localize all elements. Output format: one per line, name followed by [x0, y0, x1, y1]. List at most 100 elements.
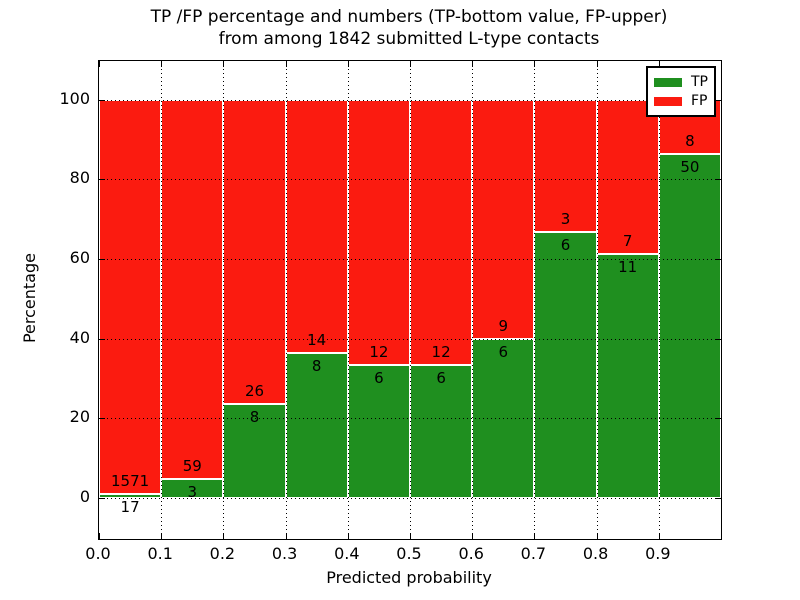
bar-segment-fp — [347, 99, 410, 366]
x-tick-mark-top — [658, 61, 660, 67]
bar-segment-tp — [223, 404, 286, 498]
bar-label-fp: 1571 — [111, 471, 150, 490]
x-tick-label: 0.8 — [582, 544, 609, 563]
x-tick-label: 0.5 — [396, 544, 422, 563]
bar-segment-fp — [285, 99, 348, 354]
x-tick-mark — [472, 533, 474, 539]
y-tick-mark-right — [715, 498, 721, 499]
x-tick-mark-top — [223, 61, 225, 67]
y-tick-mark — [99, 418, 105, 420]
bar-segment-tp — [658, 154, 721, 498]
bar-segment-fp — [161, 99, 224, 479]
bar-label-fp: 12 — [431, 343, 451, 362]
x-tick-mark-top — [99, 61, 100, 67]
y-tick-mark-right — [715, 258, 721, 260]
bar-label-fp: 3 — [560, 210, 571, 229]
x-tick-mark-top — [347, 61, 349, 67]
y-axis-label: Percentage — [20, 253, 39, 344]
gridline-vertical — [410, 61, 411, 539]
bar-label-fp: 7 — [622, 232, 633, 251]
gridline-horizontal — [99, 179, 721, 181]
x-tick-mark — [285, 533, 287, 539]
gridline-horizontal — [99, 258, 721, 260]
bar-label-tp: 11 — [618, 258, 638, 277]
x-tick-mark — [99, 533, 100, 539]
bar-segment-tp — [285, 353, 348, 498]
bar-segment-tp — [99, 493, 162, 498]
bar-label-tp: 6 — [374, 369, 384, 388]
bar-segment-fp — [223, 99, 286, 405]
bar-label-fp: 59 — [182, 456, 202, 475]
gridline-horizontal — [99, 498, 721, 499]
bar-label-fp: 8 — [685, 132, 695, 151]
gridline-vertical — [223, 61, 225, 539]
y-tick-mark-right — [715, 179, 721, 181]
gridline-vertical — [161, 61, 163, 539]
gridline-horizontal — [99, 338, 721, 340]
bar-label-tp: 6 — [560, 236, 571, 255]
bar-label-fp: 14 — [307, 331, 327, 350]
x-axis-label: Predicted probability — [326, 568, 492, 587]
gridline-vertical — [285, 61, 287, 539]
y-tick-mark — [99, 179, 105, 181]
gridline-vertical — [658, 61, 660, 539]
bar-segment-tp — [596, 254, 659, 498]
bar-label-fp: 12 — [369, 343, 389, 362]
y-tick-label: 40 — [69, 327, 90, 347]
x-tick-label: 0.1 — [147, 544, 173, 563]
y-tick-mark — [99, 498, 105, 499]
gridline-vertical — [534, 61, 536, 539]
x-tick-label: 0.4 — [334, 544, 360, 563]
y-tick-mark-right — [715, 418, 721, 420]
y-tick-mark — [99, 258, 105, 260]
y-tick-mark — [99, 338, 105, 340]
bar-segment-fp — [410, 99, 473, 366]
x-tick-mark-top — [410, 61, 411, 67]
y-tick-label: 100 — [59, 88, 90, 108]
x-tick-mark-top — [534, 61, 536, 67]
x-tick-mark — [347, 533, 349, 539]
x-tick-mark-top — [596, 61, 598, 67]
bar-label-tp: 17 — [120, 497, 140, 516]
bar-segment-tp — [534, 232, 597, 498]
y-tick-mark-right — [715, 338, 721, 340]
bar-label-fp: 9 — [498, 316, 509, 335]
tp-legend-swatch — [654, 78, 682, 87]
plot-area: 1571 17 59 3 26 8 14 8 12 6 12 6 9 6 3 6 7 11 8 50 — [98, 60, 722, 540]
bar-label-fp: 26 — [244, 382, 265, 401]
x-tick-mark — [410, 533, 411, 539]
chart-title-line1: TP /FP percentage and numbers (TP-bottom… — [150, 7, 668, 27]
bar-label-tp: 6 — [498, 342, 509, 361]
x-tick-label: 0.0 — [85, 544, 111, 563]
y-tick-label: 20 — [69, 407, 90, 427]
chart-title-line2: from among 1842 submitted L-type contact… — [218, 29, 600, 49]
y-tick-label: 0 — [79, 487, 90, 506]
legend-entry-label: TP — [691, 74, 708, 90]
bar-segment-fp — [99, 99, 162, 494]
x-tick-mark-top — [472, 61, 474, 67]
y-tick-label: 60 — [69, 247, 90, 267]
gridline-vertical — [472, 61, 474, 539]
x-tick-mark — [161, 533, 163, 539]
bar-label-tp: 8 — [249, 408, 260, 427]
bar-label-tp: 3 — [187, 482, 198, 501]
x-tick-mark — [596, 533, 598, 539]
gridline-horizontal — [99, 99, 721, 101]
bar-label-tp: 6 — [436, 369, 446, 388]
x-tick-label: 0.3 — [271, 544, 298, 563]
x-tick-mark — [658, 533, 660, 539]
gridline-vertical — [347, 61, 349, 539]
y-tick-mark — [99, 99, 105, 101]
fp-legend-swatch — [654, 97, 682, 106]
x-tick-mark — [534, 533, 536, 539]
legend-entry: TP — [654, 73, 708, 92]
gridline-vertical — [596, 61, 598, 539]
legend-entry: FP — [654, 92, 708, 111]
x-tick-label: 0.2 — [209, 544, 236, 563]
gridline-horizontal — [99, 418, 721, 420]
x-tick-mark — [223, 533, 225, 539]
bar-segment-fp — [596, 99, 659, 255]
y-tick-label: 80 — [69, 168, 90, 188]
x-tick-label: 0.9 — [645, 544, 671, 563]
